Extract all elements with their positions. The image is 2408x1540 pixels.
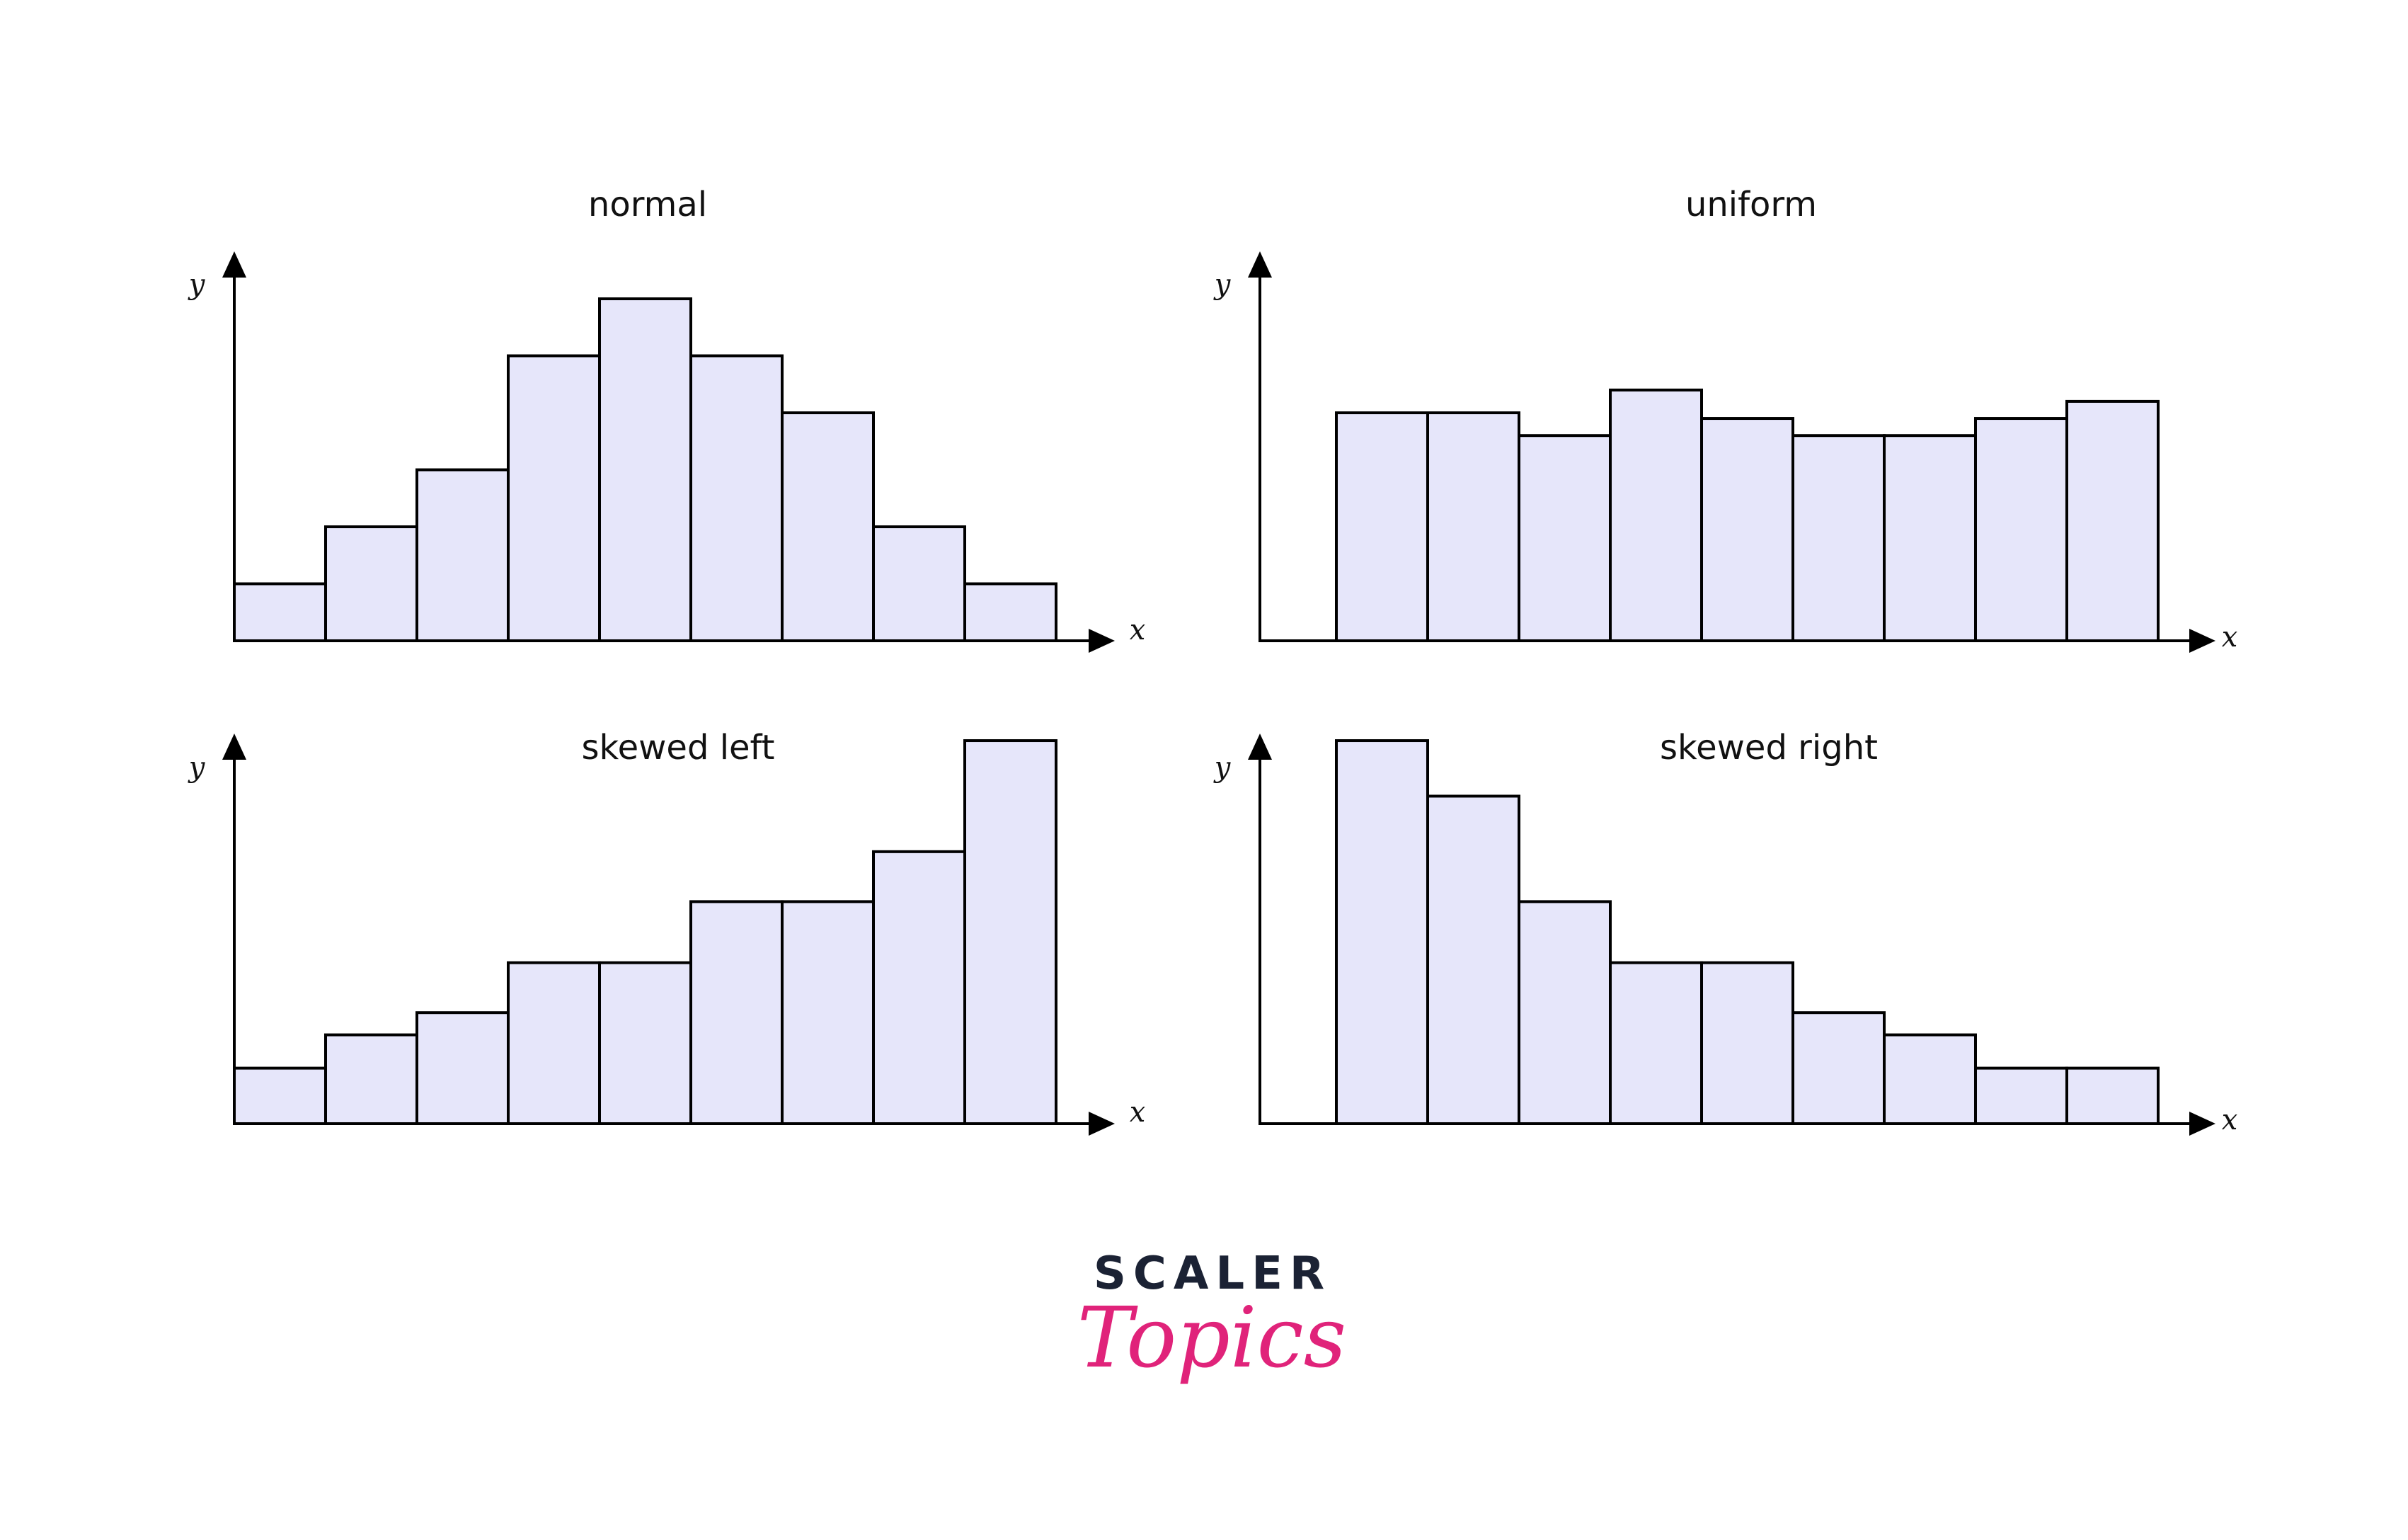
bars — [233, 297, 1057, 642]
histogram-bar — [689, 354, 784, 642]
y-axis-arrow — [1248, 734, 1272, 760]
histogram-bar — [1335, 739, 1429, 1126]
histogram-bar — [233, 1066, 327, 1125]
histogram-bar — [1426, 794, 1520, 1125]
histogram-bar — [1518, 434, 1612, 642]
histogram-bar — [1609, 388, 1703, 642]
histogram-bar — [2065, 399, 2160, 643]
x-axis-label: x — [1130, 1096, 1146, 1129]
chart-normal: normal y x — [188, 185, 1146, 653]
y-axis-label: y — [1213, 751, 1232, 784]
bars — [233, 739, 1057, 1126]
histogram-bar — [1791, 1011, 1886, 1125]
histogram-bar — [2065, 1066, 2160, 1125]
x-axis-label: x — [2222, 1104, 2238, 1136]
histogram-bar — [963, 739, 1057, 1126]
chart-skewed-right: skewed right y x — [1213, 728, 2238, 1136]
histogram-bar — [324, 1033, 418, 1126]
bars — [1335, 739, 2160, 1126]
chart-title: skewed left — [582, 728, 775, 768]
y-axis-arrow — [222, 734, 246, 760]
chart-title: uniform — [1685, 185, 1817, 224]
histogram-bar — [324, 525, 418, 642]
chart-skewed-left: skewed left y x — [188, 728, 1146, 1136]
logo-scaler-text: SCALER — [1094, 1248, 1331, 1300]
y-axis-label: y — [188, 751, 206, 784]
y-axis-label: y — [188, 268, 206, 301]
histogram-bar — [415, 468, 510, 642]
histogram-bar — [1609, 961, 1703, 1126]
histogram-bar — [415, 1011, 510, 1125]
histogram-bar — [1791, 434, 1886, 642]
histogram-bar — [872, 850, 966, 1125]
y-axis-arrow — [222, 251, 246, 278]
histogram-bar — [781, 411, 875, 642]
histogram-bar — [1700, 961, 1794, 1126]
chart-uniform: uniform y x — [1213, 185, 2238, 654]
histogram-bar — [1974, 1066, 2068, 1125]
histogram-bar — [689, 900, 784, 1126]
x-axis-label: x — [1130, 614, 1146, 646]
histogram-bar — [507, 961, 601, 1126]
logo-topics-text: Topics — [1077, 1289, 1347, 1386]
chart-title: skewed right — [1660, 728, 1878, 768]
histogram-bar — [507, 354, 601, 642]
scaler-topics-logo: SCALER Topics — [1077, 1248, 1347, 1386]
histogram-bar — [963, 582, 1057, 642]
histogram-bar — [598, 297, 692, 642]
histogram-bar — [1518, 900, 1612, 1126]
histogram-bar — [1883, 1033, 1977, 1126]
histogram-bar — [872, 525, 966, 642]
histogram-bar — [233, 582, 327, 642]
y-axis-arrow — [1248, 251, 1272, 278]
histogram-bar — [1700, 417, 1794, 642]
x-axis-arrow — [2189, 629, 2215, 653]
x-axis-arrow — [2189, 1112, 2215, 1136]
bars — [1335, 388, 2160, 643]
histogram-bar — [781, 900, 875, 1126]
histogram-bar — [1426, 411, 1520, 642]
x-axis-arrow — [1089, 1112, 1115, 1136]
x-axis-label: x — [2222, 621, 2238, 654]
histogram-bar — [598, 961, 692, 1126]
histogram-bar — [1974, 417, 2068, 642]
y-axis-label: y — [1213, 268, 1232, 301]
histogram-bar — [1335, 411, 1429, 642]
x-axis-arrow — [1089, 629, 1115, 653]
histogram-bar — [1883, 434, 1977, 642]
chart-title: normal — [588, 185, 707, 224]
